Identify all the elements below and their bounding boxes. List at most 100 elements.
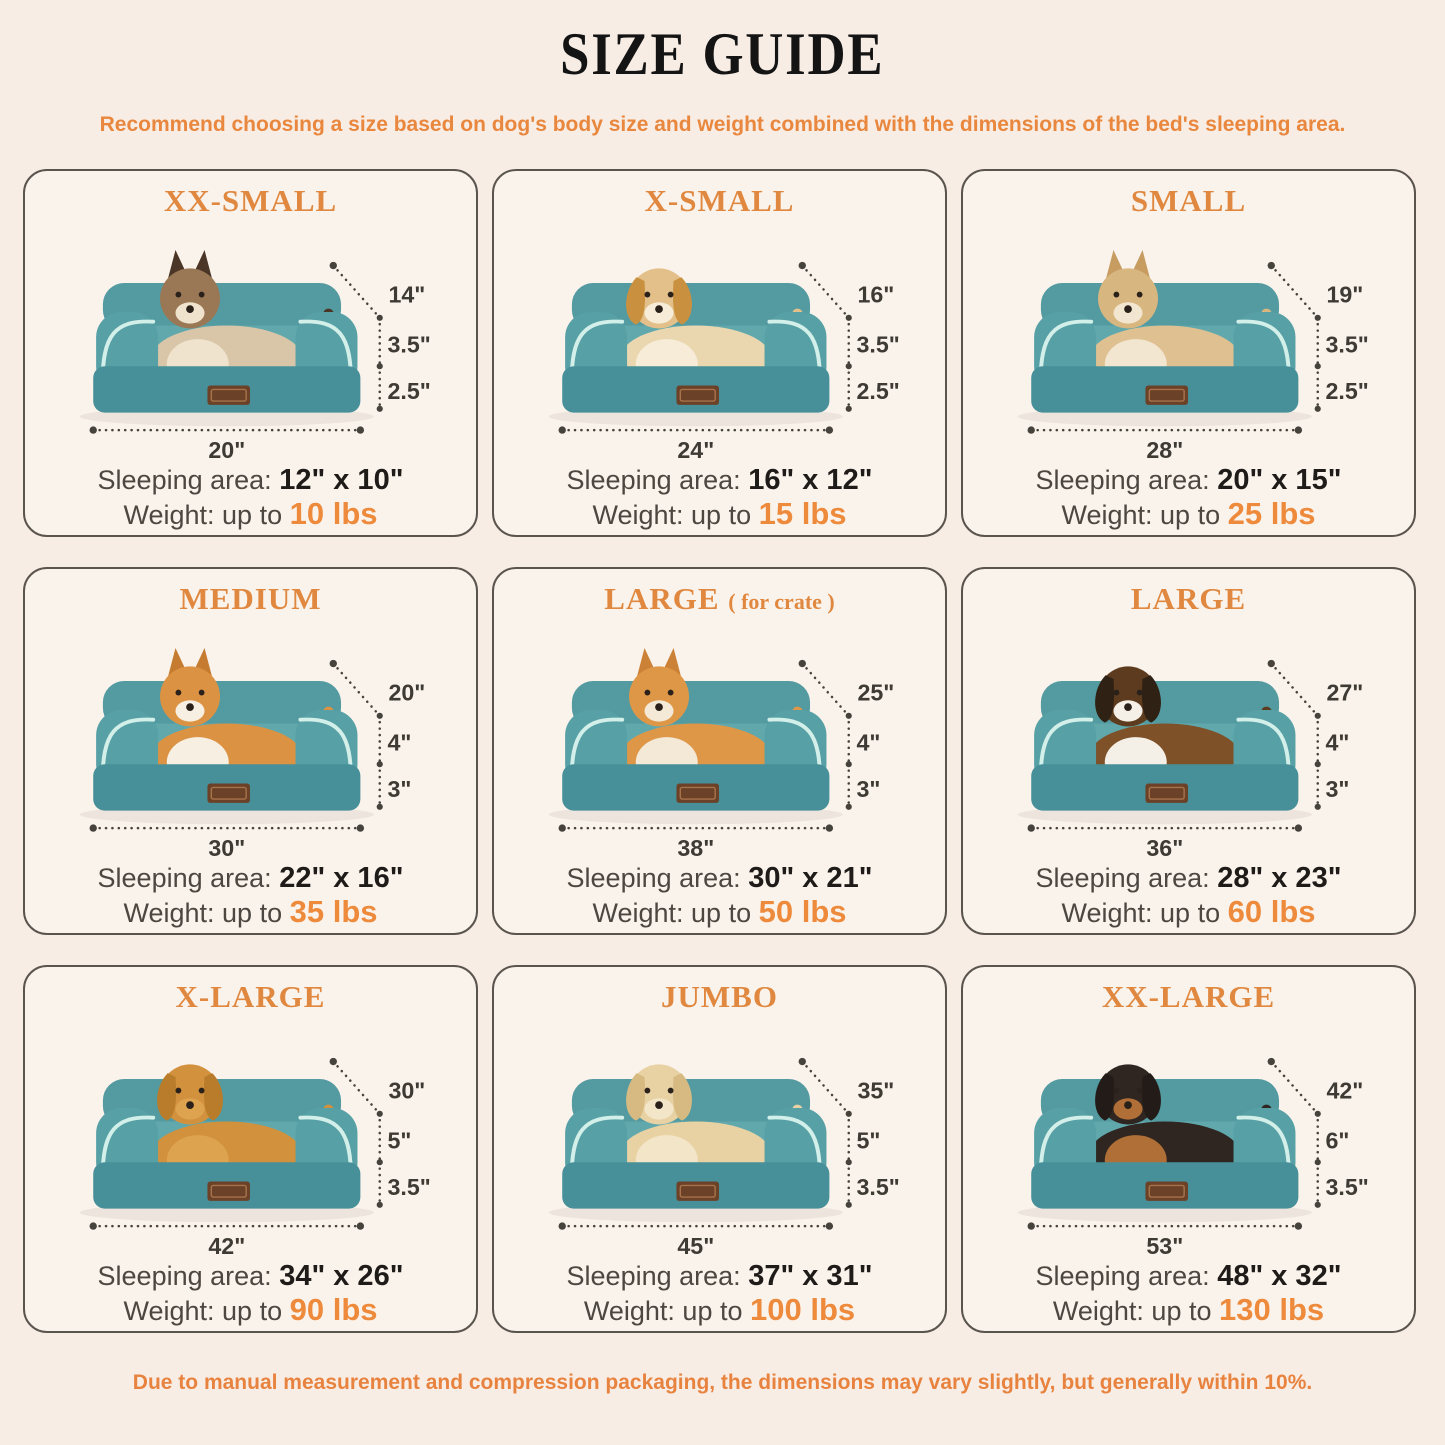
depth-dimension-line (331, 1060, 381, 1116)
size-card: XX-LARGE (961, 965, 1416, 1333)
sleeping-area-value: 22" x 16" (279, 862, 404, 894)
weight-value: 90 lbs (289, 1292, 378, 1327)
weight-line: Weight: up to 25 lbs (963, 497, 1414, 532)
pet-eye-shape (643, 1087, 650, 1094)
pet-head-shape (159, 666, 220, 727)
bolster-height-dimension-label: 3.5" (387, 332, 430, 358)
pet-eye-shape (1112, 1087, 1119, 1094)
sleeping-area-line: Sleeping area: 22" x 16" (25, 861, 476, 895)
pet-nose-shape (654, 1101, 663, 1109)
sleeping-area-label: Sleeping area: (566, 465, 741, 495)
dimension-endpoint (376, 405, 383, 412)
sleeping-area-line: Sleeping area: 34" x 26" (25, 1259, 476, 1293)
weight-value: 130 lbs (1219, 1292, 1325, 1327)
brand-tag (675, 783, 719, 803)
bed-dimension-diagram: 35" 5" 3.5" 45" (548, 1057, 899, 1259)
depth-dimension-line (331, 264, 381, 320)
base-height-dimension-label: 2.5" (387, 378, 430, 404)
dimension-endpoint (356, 1222, 364, 1230)
pet-ear-shape (1141, 1073, 1161, 1121)
pet-eye-shape (174, 1087, 181, 1094)
weight-label: Weight: up to (592, 898, 752, 928)
sleeping-area-value: 48" x 32" (1217, 1260, 1342, 1292)
pet-muzzle-shape (643, 700, 674, 722)
bolster-height-dimension-label: 6" (1325, 1128, 1349, 1154)
weight-value: 100 lbs (750, 1292, 856, 1327)
brand-tag-stitch (1148, 786, 1185, 800)
dimension-annotations: 25" 4" 3" 38" (558, 659, 894, 861)
sleeping-area-label: Sleeping area: (97, 863, 272, 893)
sleeping-area-line: Sleeping area: 48" x 32" (963, 1259, 1414, 1293)
depth-dimension-line (1269, 264, 1319, 320)
sleeping-area-label: Sleeping area: (1035, 465, 1210, 495)
size-name: X-SMALL (644, 183, 795, 218)
dimension-annotations: 16" 3.5" 2.5" 24" (558, 261, 899, 463)
pet-ear-shape (156, 1073, 176, 1121)
pet-ear-shape (625, 1073, 645, 1121)
pet-ears-floppy (156, 1073, 223, 1121)
width-dimension-label: 42" (208, 1233, 245, 1259)
pet-nose-shape (185, 1101, 194, 1109)
pet-head-shape (1097, 268, 1158, 329)
dimension-endpoint (825, 426, 833, 434)
bed-dimension-diagram: 16" 3.5" 2.5" 24" (548, 261, 899, 463)
pet-eye-shape (643, 689, 650, 696)
pet-eye-shape (198, 689, 205, 696)
base-height-dimension-label: 2.5" (1325, 378, 1368, 404)
brand-tag-stitch (1148, 1184, 1185, 1198)
dimension-endpoint (356, 824, 364, 832)
dimension-annotations: 19" 3.5" 2.5" 28" (1027, 261, 1368, 463)
base-height-dimension-label: 3" (856, 776, 880, 802)
pet-muzzle-shape (174, 302, 205, 324)
weight-line: Weight: up to 60 lbs (963, 895, 1414, 930)
brand-tag (1144, 385, 1188, 405)
pet-eye-shape (667, 689, 674, 696)
brand-tag-stitch (679, 786, 716, 800)
page-subtitle: Recommend choosing a size based on dog's… (99, 113, 1346, 136)
brand-tag-stitch (1148, 388, 1185, 402)
weight-value: 50 lbs (758, 894, 847, 929)
dimension-endpoint (1294, 1222, 1302, 1230)
depth-dimension-label: 19" (1326, 281, 1363, 307)
pet-nose-shape (185, 703, 194, 711)
dimension-endpoint (1314, 1201, 1321, 1208)
sleeping-area-value: 37" x 31" (748, 1260, 873, 1292)
sleeping-area-label: Sleeping area: (97, 1261, 272, 1291)
sleeping-area-label: Sleeping area: (566, 863, 741, 893)
pet-eye-shape (198, 291, 205, 298)
pet-eye-shape (1112, 689, 1119, 696)
weight-line: Weight: up to 130 lbs (963, 1293, 1414, 1328)
dimension-endpoint (376, 1201, 383, 1208)
size-name: JUMBO (661, 979, 778, 1014)
weight-label: Weight: up to (123, 1296, 283, 1326)
dimension-endpoint (845, 405, 852, 412)
size-name: XX-SMALL (163, 183, 338, 218)
sleeping-area-line: Sleeping area: 16" x 12" (494, 463, 945, 497)
bolster-height-dimension-label: 4" (387, 730, 411, 756)
pet-muzzle-shape (174, 700, 205, 722)
dimension-endpoint (845, 1201, 852, 1208)
base-height-dimension-label: 2.5" (856, 378, 899, 404)
bed-dimension-diagram: 19" 3.5" 2.5" 28" (1017, 250, 1368, 463)
depth-dimension-label: 30" (388, 1077, 425, 1103)
weight-value: 25 lbs (1227, 496, 1316, 531)
weight-line: Weight: up to 35 lbs (25, 895, 476, 930)
weight-value: 35 lbs (289, 894, 378, 929)
depth-dimension-label: 42" (1326, 1077, 1363, 1103)
bed-dimension-diagram: 20" 4" 3" 30" (79, 648, 425, 861)
size-name: LARGE (604, 581, 720, 616)
pet-ears-floppy (1094, 675, 1161, 723)
brand-tag (1144, 783, 1188, 803)
weight-line: Weight: up to 50 lbs (494, 895, 945, 930)
pet-muzzle-shape (1112, 1098, 1143, 1120)
pet-muzzle-shape (174, 1098, 205, 1120)
bed-dimension-diagram: 42" 6" 3.5" 53" (1017, 1057, 1368, 1259)
pet-ears-floppy (625, 277, 692, 325)
size-name: LARGE (1130, 581, 1247, 616)
size-card: X-SMALL (492, 169, 947, 537)
weight-label: Weight: up to (592, 500, 752, 530)
weight-label: Weight: up to (1061, 500, 1221, 530)
brand-tag-stitch (679, 1184, 716, 1198)
size-name: SMALL (1130, 183, 1247, 218)
pet-ear-shape (1094, 675, 1114, 723)
